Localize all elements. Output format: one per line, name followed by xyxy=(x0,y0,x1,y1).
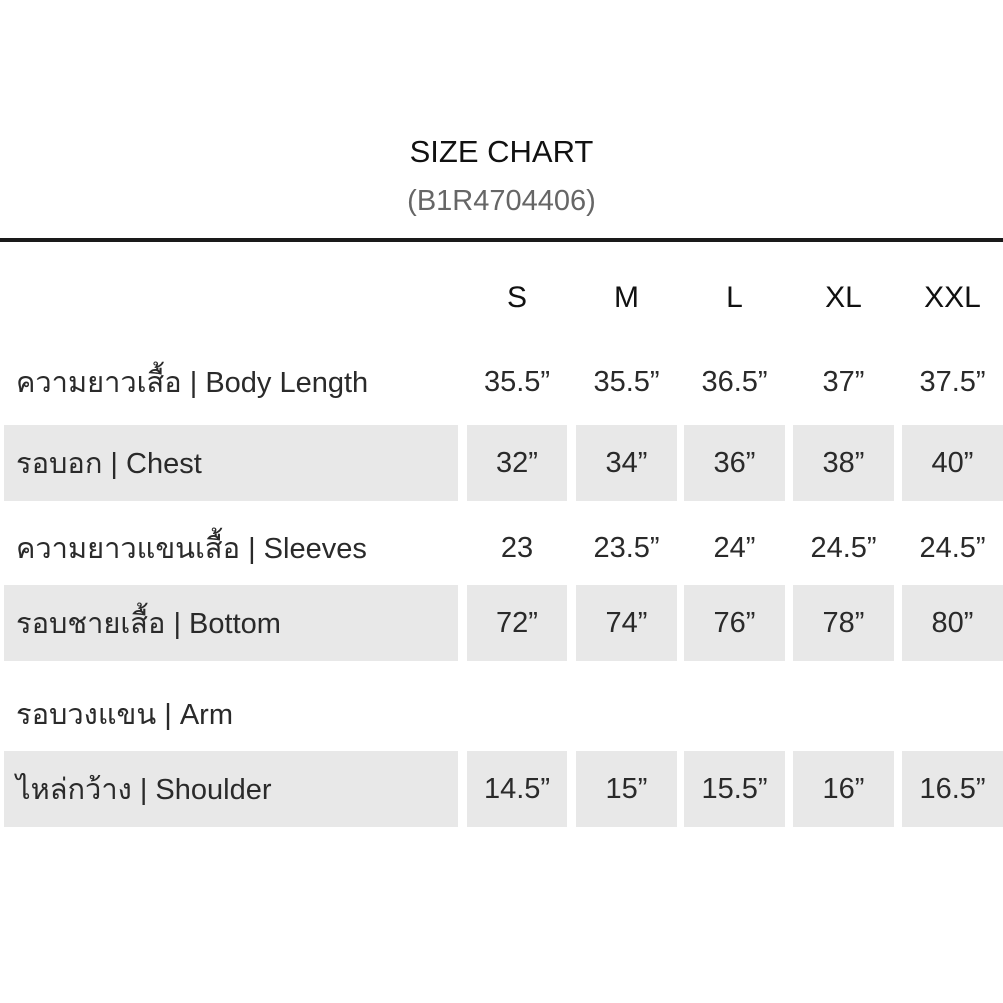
value-cell: 74” xyxy=(576,585,677,661)
value-cell: 36.5” xyxy=(701,365,768,398)
size-header-xl: XL xyxy=(825,281,862,314)
row-label: ความยาวเสื้อ | Body Length xyxy=(16,367,369,399)
value-cell: 76” xyxy=(684,585,785,661)
size-header-s: S xyxy=(506,281,527,314)
table-row-sleeves: ความยาวแขนเสื้อ | Sleeves 23 23.5” 24” 24.5”… xyxy=(0,510,1003,586)
value-cell: 24.5” xyxy=(810,531,877,564)
value-cell: 78” xyxy=(793,585,894,661)
table-row-body-length: ความยาวเสื้อ | Body Length 35.5” 35.5” 36.5… xyxy=(0,344,1003,420)
value-cell: 34” xyxy=(576,425,677,501)
value-cell: 15” xyxy=(576,751,677,827)
chart-title: SIZE CHART xyxy=(409,134,594,169)
value-cell: 35.5” xyxy=(593,365,660,398)
value-cell: 24” xyxy=(713,531,756,564)
value-cell: 37.5” xyxy=(919,365,986,398)
table-row-shoulder: ไหล่กว้าง | Shoulder 14.5” 15” 15.5” 16” 16.5… xyxy=(0,751,1003,827)
value-cell: 23.5” xyxy=(593,531,660,564)
size-header-xxl: XXL xyxy=(924,281,981,314)
value-cell: 38” xyxy=(793,425,894,501)
row-label: รอบชายเสื้อ | Bottom xyxy=(4,585,458,661)
size-header-m: M xyxy=(614,281,639,314)
value-cell: 37” xyxy=(822,365,865,398)
table-row-bottom: รอบชายเสื้อ | Bottom 72” 74” 76” 78” 80” xyxy=(0,585,1003,661)
table-row-chest: รอบอก | Chest 32” 34” 36” 38” 40” xyxy=(0,425,1003,501)
value-cell: 32” xyxy=(467,425,567,501)
divider xyxy=(0,238,1003,242)
value-cell: 36” xyxy=(684,425,785,501)
size-header-l: L xyxy=(726,281,743,314)
value-cell: 16.5” xyxy=(902,751,1003,827)
value-cell: 35.5” xyxy=(483,365,551,398)
value-cell: 72” xyxy=(467,585,567,661)
value-cell: 14.5” xyxy=(467,751,567,827)
value-cell: 15.5” xyxy=(684,751,785,827)
table-row-arm: รอบวงแขน | Arm xyxy=(0,676,1003,752)
row-label: ไหล่กว้าง | Shoulder xyxy=(4,751,458,827)
value-cell: 16” xyxy=(793,751,894,827)
product-code: (B1R4704406) xyxy=(407,185,596,217)
value-cell: 24.5” xyxy=(919,531,986,564)
size-header-row: S M L XL XXL xyxy=(0,260,1003,336)
row-label: รอบอก | Chest xyxy=(4,425,458,501)
row-label: ความยาวแขนเสื้อ | Sleeves xyxy=(16,533,367,565)
value-cell: 23 xyxy=(500,531,534,564)
row-label: รอบวงแขน | Arm xyxy=(16,699,233,731)
value-cell: 80” xyxy=(902,585,1003,661)
value-cell: 40” xyxy=(902,425,1003,501)
